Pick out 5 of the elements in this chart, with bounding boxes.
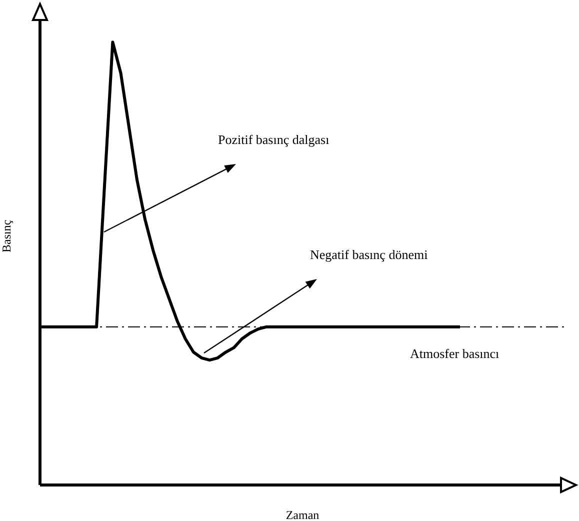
annotation: Pozitif basınç dalgası bbox=[218, 132, 330, 147]
annotation: Negatif basınç dönemi bbox=[310, 247, 428, 262]
ref-line-label: Atmosfer basıncı bbox=[410, 346, 500, 361]
x-axis-title: Zaman bbox=[286, 508, 320, 521]
y-axis-title: Basınç bbox=[0, 220, 14, 252]
